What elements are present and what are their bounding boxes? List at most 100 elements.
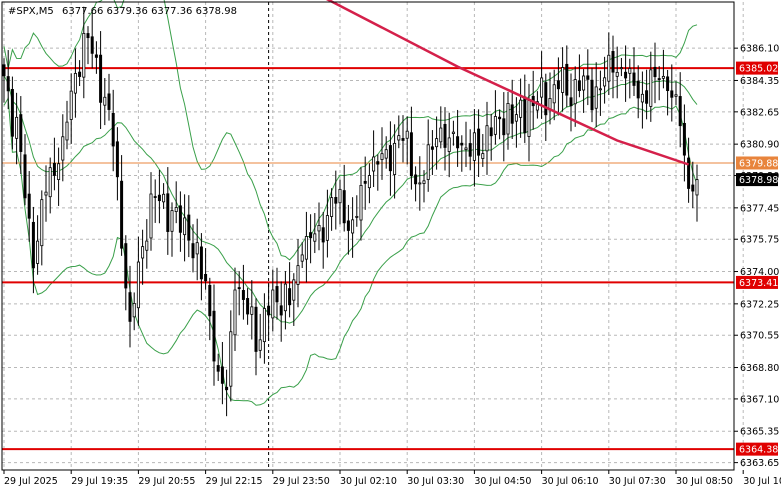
candle-body: [657, 78, 661, 80]
candle-body: [544, 82, 548, 116]
candle-body: [267, 305, 271, 316]
candle-body: [304, 236, 308, 260]
candle-body: [418, 182, 422, 185]
price-tick-label: 6377.45: [740, 203, 779, 214]
price-tick-label: 6380.90: [740, 140, 779, 151]
candle-body: [489, 127, 493, 137]
candle-body: [94, 54, 98, 58]
candle-body: [325, 215, 329, 241]
time-tick-label: 29 Jul 19:35: [71, 476, 128, 487]
candle-body: [199, 246, 203, 280]
candle-body: [162, 193, 166, 203]
candle-body: [401, 138, 405, 141]
candle-body: [262, 308, 266, 343]
candle-body: [157, 194, 161, 202]
level-tag-text: 6373.41: [739, 278, 778, 289]
candle-body: [359, 184, 363, 221]
time-tick-label: 29 Jul 23:50: [273, 476, 330, 487]
time-tick-label: 30 Jul 08:50: [676, 476, 733, 487]
time-tick-label: 30 Jul 02:10: [340, 476, 397, 487]
candle-body: [44, 191, 48, 196]
candle-body: [682, 122, 686, 156]
candle-body: [6, 76, 10, 92]
candle-body: [300, 254, 304, 262]
candle-body: [191, 243, 195, 259]
candle-body: [460, 142, 464, 146]
band-upper: [3, 0, 698, 261]
candle-body: [590, 79, 594, 111]
candle-body: [640, 93, 644, 103]
candle-body: [447, 137, 451, 152]
candle-body: [367, 175, 371, 189]
candle-body: [27, 193, 31, 219]
candle-body: [695, 179, 699, 196]
candle-body: [111, 112, 115, 147]
price-tick-label: 6363.65: [740, 458, 779, 469]
candle-body: [229, 331, 233, 387]
candle-body: [540, 77, 544, 98]
candle-body: [397, 135, 401, 141]
candle-body: [615, 71, 619, 77]
candle-body: [384, 149, 388, 159]
price-tick-label: 6367.10: [740, 394, 779, 405]
candle-body: [288, 288, 292, 306]
level-tag-text: 6385.02: [739, 64, 778, 75]
candle-body: [250, 306, 254, 315]
candle-body: [225, 386, 229, 391]
candle-body: [86, 33, 90, 39]
candle-body: [313, 233, 317, 242]
candle-body: [586, 75, 590, 80]
candle-body: [666, 76, 670, 92]
price-tick-label: 6374.00: [740, 267, 779, 278]
candle-body: [363, 180, 367, 184]
candle-body: [502, 118, 506, 136]
candle-body: [510, 104, 514, 124]
candle-body: [594, 86, 598, 109]
candle-body: [464, 147, 468, 150]
candle-body: [187, 214, 191, 241]
candle-body: [388, 145, 392, 172]
candle-body: [603, 77, 607, 87]
candle-body: [435, 138, 439, 148]
candle-body: [582, 75, 586, 91]
candle-body: [309, 232, 313, 239]
candle-body: [73, 73, 77, 94]
candle-body: [405, 130, 409, 139]
candle-body: [687, 157, 691, 189]
candle-body: [78, 71, 82, 77]
price-tick-label: 6365.35: [740, 427, 779, 438]
candle-body: [292, 279, 296, 301]
candle-body: [649, 69, 653, 107]
candle-body: [577, 80, 581, 92]
candle-body: [69, 90, 73, 120]
level-tag: [736, 275, 778, 289]
candle-body: [691, 184, 695, 192]
candle-body: [208, 284, 212, 317]
candle-body: [132, 303, 136, 318]
candle-body: [611, 51, 615, 73]
candle-body: [338, 188, 342, 204]
candle-body: [372, 156, 376, 172]
trend-line-path: [325, 0, 689, 166]
candle-body: [220, 366, 224, 384]
candle-body: [573, 79, 577, 105]
candle-body: [283, 283, 287, 312]
candle-body: [569, 97, 573, 107]
level-labels: 6385.02 6379.88 6373.41 6364.38 6378.98: [736, 61, 778, 456]
candle-body: [346, 220, 350, 231]
candle-body: [670, 90, 674, 98]
candle-body: [342, 190, 346, 224]
candle-body: [632, 72, 636, 86]
candle-body: [115, 141, 119, 178]
candle-body: [149, 193, 153, 239]
price-tick-label: 6368.80: [740, 363, 779, 374]
candle-body: [10, 89, 14, 137]
time-tick-label: 30 Jul 10:10: [743, 476, 781, 487]
candle-body: [561, 67, 565, 93]
candle-body: [456, 136, 460, 149]
candle-body: [519, 99, 523, 118]
candle-body: [552, 84, 556, 104]
candle-body: [237, 287, 241, 290]
band-lower: [3, 96, 698, 406]
